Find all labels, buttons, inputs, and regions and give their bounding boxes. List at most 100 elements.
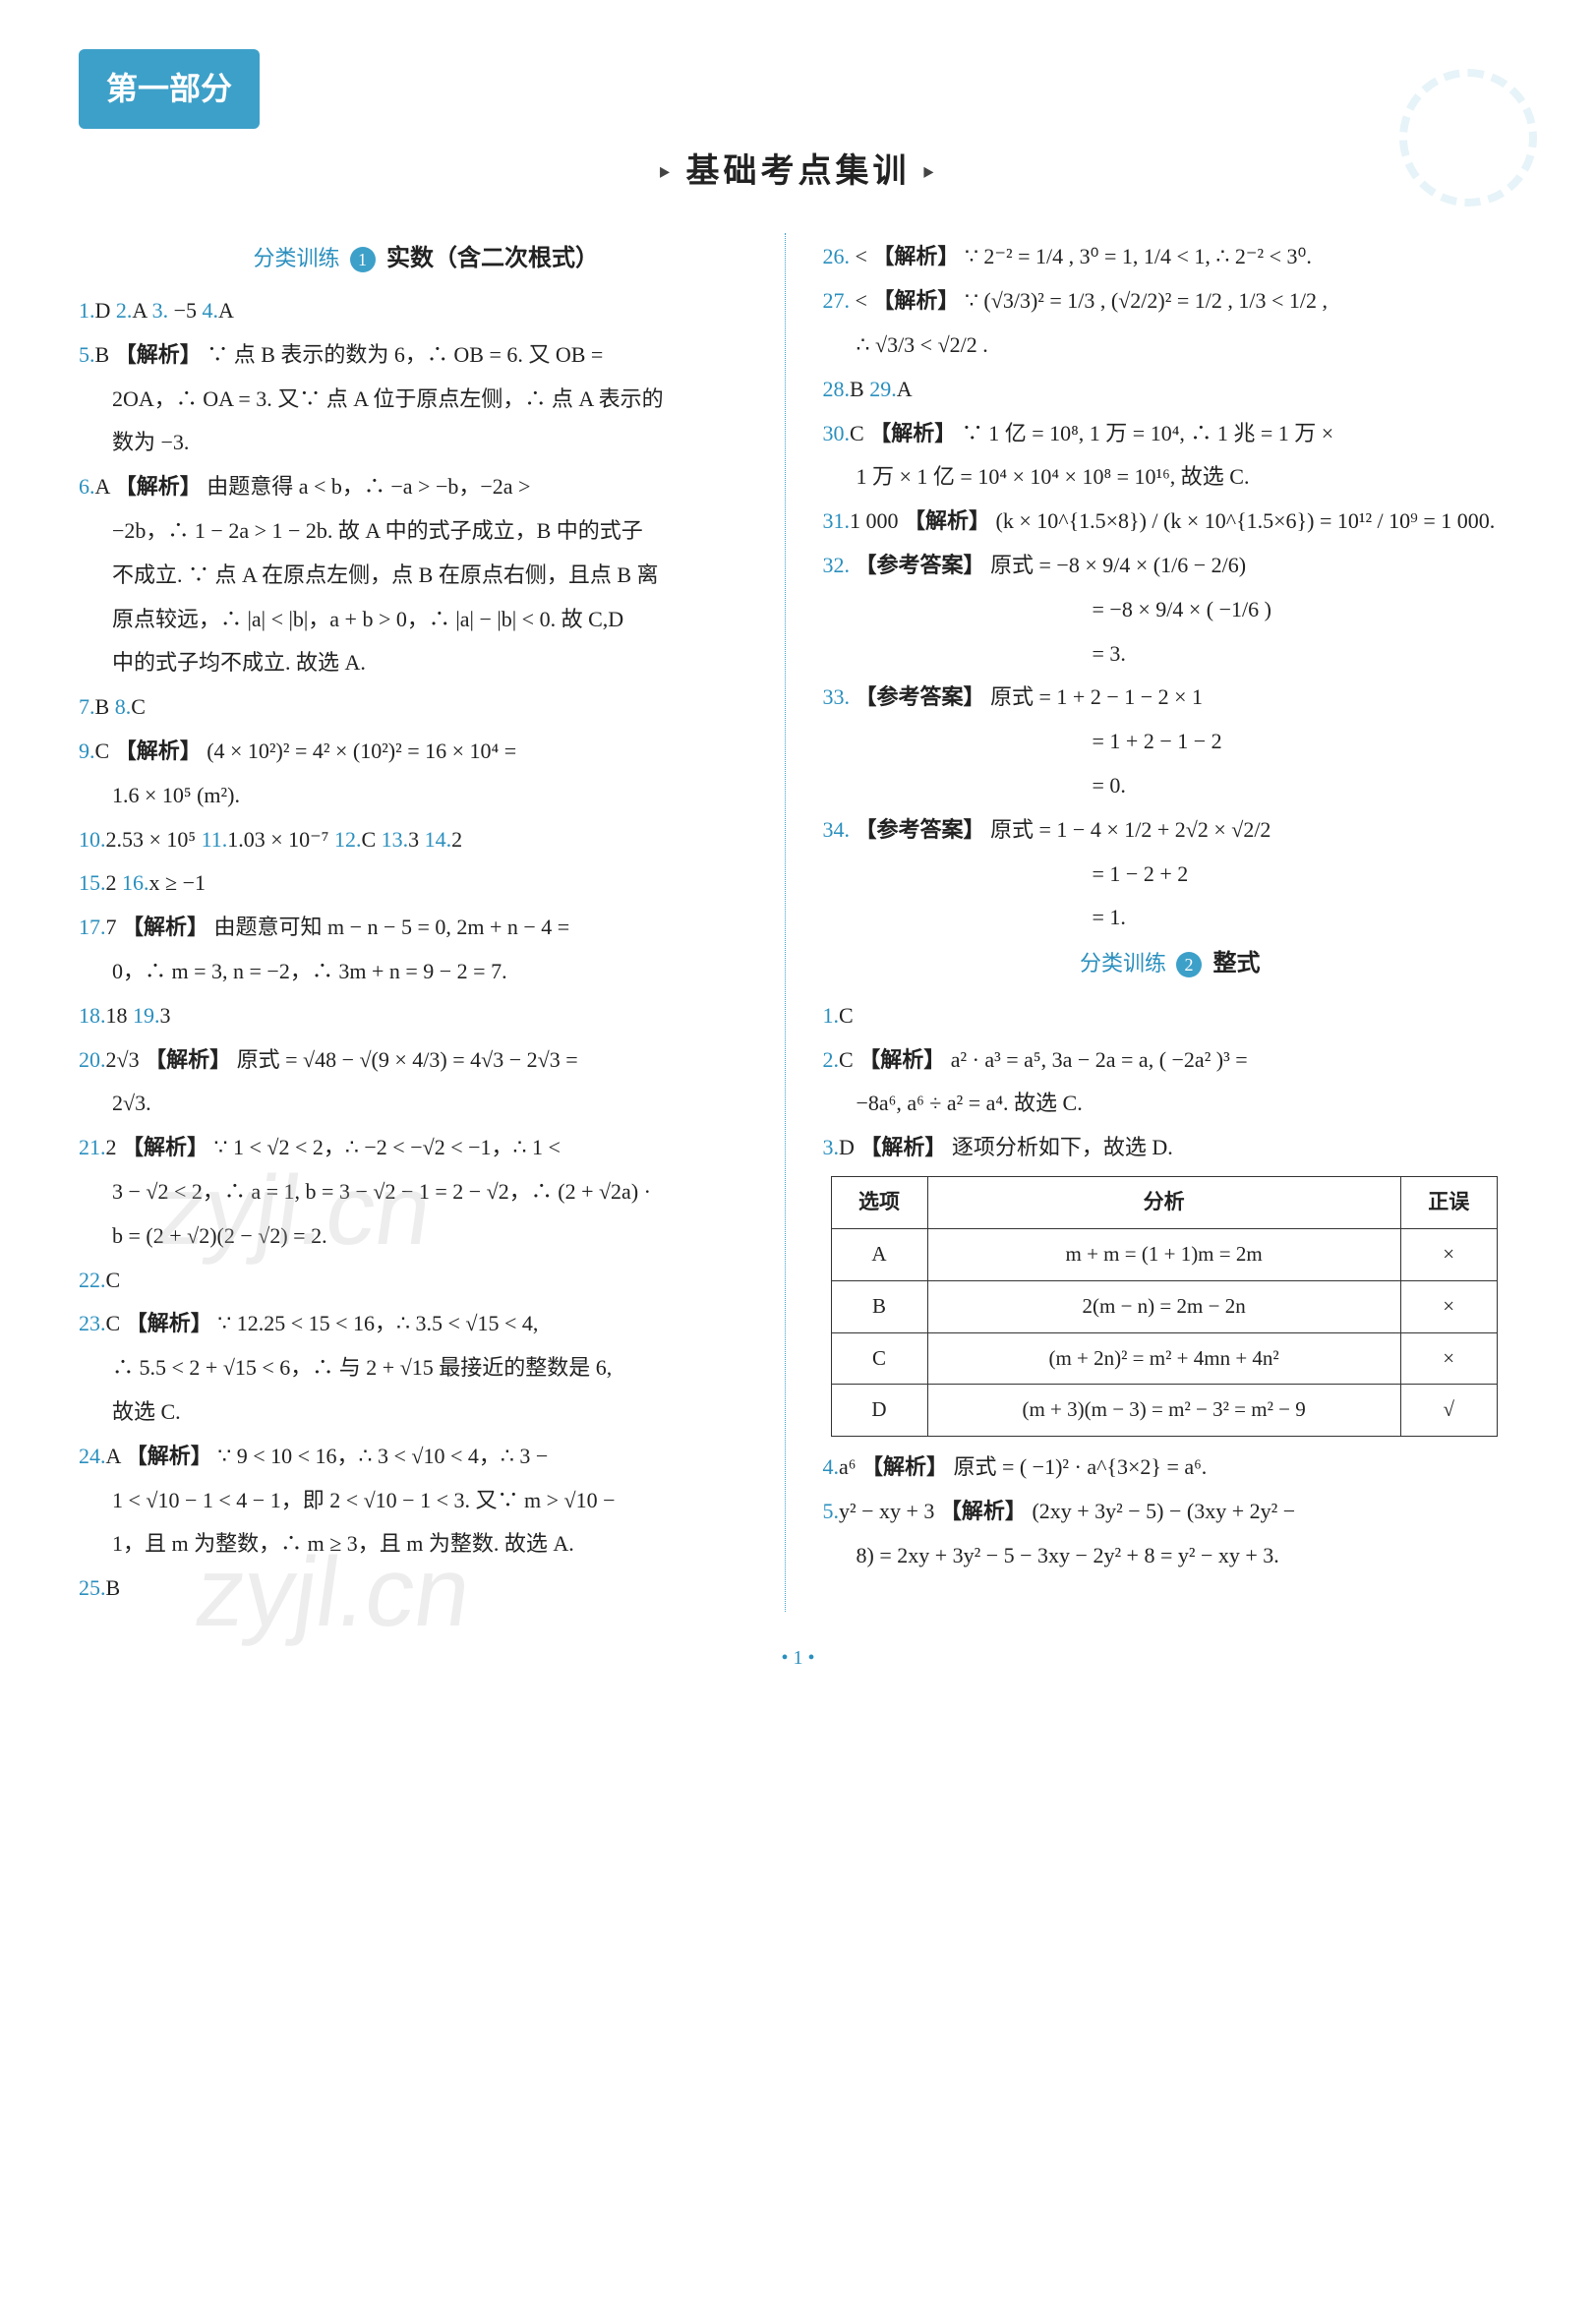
body: = 3. — [1093, 633, 1518, 675]
ans: 2.53 × 10⁵ — [106, 827, 202, 852]
ans: 1.03 × 10⁻⁷ — [227, 827, 334, 852]
qnum: 16. — [122, 870, 149, 895]
s2-q1: 1.C — [823, 995, 1518, 1036]
qnum: 26. — [823, 244, 851, 268]
body: 原式 = 1 + 2 − 1 − 2 × 1 — [990, 684, 1203, 709]
qnum: 22. — [79, 1268, 106, 1292]
analysis-tag: 【解析】 — [122, 915, 208, 939]
cell: × — [1400, 1332, 1497, 1385]
body: ∵ (√3/3)² = 1/3 , (√2/2)² = 1/2 , 1/3 < … — [965, 288, 1328, 313]
qnum: 28. — [823, 377, 851, 401]
qnum: 5. — [79, 342, 95, 367]
body: ∵ 12.25 < 15 < 16，∴ 3.5 < √15 < 4, — [217, 1311, 538, 1335]
analysis-tag: 【解析】 — [115, 342, 202, 367]
qnum: 5. — [823, 1499, 840, 1523]
ans: B — [106, 1575, 121, 1600]
body: 1 万 × 1 亿 = 10⁴ × 10⁴ × 10⁸ = 10¹⁶, 故选 C… — [857, 456, 1518, 498]
qnum: 14. — [425, 827, 452, 852]
body: 3 − √2 < 2，∴ a = 1, b = 3 − √2 − 1 = 2 −… — [112, 1171, 774, 1212]
body: = 1. — [1093, 897, 1518, 938]
qnum: 15. — [79, 870, 106, 895]
body: 2√3. — [112, 1083, 774, 1124]
body: ∵ 1 亿 = 10⁸, 1 万 = 10⁴, ∴ 1 兆 = 1 万 × — [962, 421, 1333, 445]
cat-badge: 2 — [1176, 952, 1202, 977]
analysis-tag: 【解析】 — [122, 1135, 208, 1159]
body: = 1 − 2 + 2 — [1093, 854, 1518, 895]
q30: 30.C 【解析】 ∵ 1 亿 = 10⁸, 1 万 = 10⁴, ∴ 1 兆 … — [823, 413, 1518, 454]
page-title: 基础考点集训 — [79, 141, 1517, 205]
qnum: 21. — [79, 1135, 106, 1159]
ans: C — [106, 1268, 121, 1292]
body: 原式 = 1 − 4 × 1/2 + 2√2 × √2/2 — [990, 817, 1271, 842]
body: (2xy + 3y² − 5) − (3xy + 2y² − — [1032, 1499, 1295, 1523]
ans: 7 — [106, 915, 117, 939]
s2-q3: 3.D 【解析】 逐项分析如下，故选 D. — [823, 1127, 1518, 1168]
page-number-value: 1 — [794, 1647, 803, 1669]
body: (k × 10^{1.5×8}) / (k × 10^{1.5×6}) = 10… — [996, 508, 1496, 533]
cat-title: 实数（含二次根式） — [386, 246, 599, 271]
ans: A — [106, 1444, 121, 1468]
qnum: 2. — [823, 1047, 840, 1072]
body: 8) = 2xy + 3y² − 5 − 3xy − 2y² + 8 = y² … — [857, 1535, 1518, 1576]
analysis-tag: 【解析】 — [126, 1311, 212, 1335]
column-separator — [785, 233, 786, 1612]
ans: 2 — [106, 870, 123, 895]
body: 2OA，∴ OA = 3. 又∵ 点 A 位于原点左侧，∴ 点 A 表示的 — [112, 379, 774, 420]
ans: < — [856, 244, 867, 268]
answer-line: 18.18 19.3 — [79, 995, 774, 1036]
ans: C — [361, 827, 381, 852]
analysis-tag: 【解析】 — [940, 1499, 1027, 1523]
qnum: 3. — [823, 1135, 840, 1159]
q34: 34. 【参考答案】 原式 = 1 − 4 × 1/2 + 2√2 × √2/2 — [823, 809, 1518, 851]
qnum: 6. — [79, 474, 95, 499]
ans: A — [95, 474, 110, 499]
ans: 1 000 — [850, 508, 899, 533]
cell: D — [831, 1385, 927, 1437]
cat-badge: 1 — [350, 247, 376, 272]
q27: 27. < 【解析】 ∵ (√3/3)² = 1/3 , (√2/2)² = 1… — [823, 280, 1518, 322]
qnum: 4. — [203, 298, 219, 323]
analysis-tag: 【解析】 — [145, 1047, 231, 1072]
body: ∵ 9 < 10 < 16，∴ 3 < √10 < 4，∴ 3 − — [217, 1444, 548, 1468]
section-banner: 第一部分 — [79, 49, 260, 129]
ans: 2 — [451, 827, 462, 852]
s2-q4: 4.a⁶ 【解析】 原式 = ( −1)² · a^{3×2} = a⁶. — [823, 1447, 1518, 1488]
ans: C — [839, 1047, 854, 1072]
q9: 9.C 【解析】 (4 × 10²)² = 4² × (10²)² = 16 ×… — [79, 731, 774, 772]
table-header-row: 选项 分析 正误 — [831, 1176, 1497, 1228]
qnum: 29. — [869, 377, 897, 401]
body: a² · a³ = a⁵, 3a − 2a = a, ( −2a² )³ = — [951, 1047, 1248, 1072]
q33: 33. 【参考答案】 原式 = 1 + 2 − 1 − 2 × 1 — [823, 677, 1518, 718]
table-row: D (m + 3)(m − 3) = m² − 3² = m² − 9 √ — [831, 1385, 1497, 1437]
qnum: 11. — [202, 827, 228, 852]
body: 原点较远，∴ |a| < |b|，a + b > 0，∴ |a| − |b| <… — [112, 599, 774, 640]
ans: 2√3 — [106, 1047, 140, 1072]
analysis-table: 选项 分析 正误 A m + m = (1 + 1)m = 2m × B 2(m… — [831, 1176, 1498, 1437]
col-option: 选项 — [831, 1176, 927, 1228]
analysis-tag: 【解析】 — [115, 474, 202, 499]
body: −8a⁶, a⁶ ÷ a² = a⁴. 故选 C. — [857, 1083, 1518, 1124]
body: 1 < √10 − 1 < 4 − 1，即 2 < √10 − 1 < 3. 又… — [112, 1480, 774, 1521]
cat-prefix: 分类训练 — [1080, 951, 1166, 975]
q32: 32. 【参考答案】 原式 = −8 × 9/4 × (1/6 − 2/6) — [823, 545, 1518, 586]
q24: 24.A 【解析】 ∵ 9 < 10 < 16，∴ 3 < √10 < 4，∴ … — [79, 1436, 774, 1477]
body: 中的式子均不成立. 故选 A. — [112, 642, 774, 683]
ans: x ≥ −1 — [149, 870, 206, 895]
qnum: 13. — [382, 827, 409, 852]
analysis-tag: 【解析】 — [869, 421, 956, 445]
q23: 23.C 【解析】 ∵ 12.25 < 15 < 16，∴ 3.5 < √15 … — [79, 1303, 774, 1344]
qnum: 31. — [823, 508, 851, 533]
cell: (m + 2n)² = m² + 4mn + 4n² — [927, 1332, 1400, 1385]
ans: −5 — [168, 298, 202, 323]
ans: C — [850, 421, 864, 445]
table-row: B 2(m − n) = 2m − 2n × — [831, 1280, 1497, 1332]
body: (4 × 10²)² = 4² × (10²)² = 16 × 10⁴ = — [207, 739, 516, 763]
body: ∵ 点 B 表示的数为 6，∴ OB = 6. 又 OB = — [207, 342, 603, 367]
qnum: 27. — [823, 288, 851, 313]
ref-answer-tag: 【参考答案】 — [856, 553, 985, 577]
cat-title: 整式 — [1213, 951, 1261, 976]
analysis-tag: 【解析】 — [872, 288, 959, 313]
ans: a⁶ — [839, 1454, 856, 1479]
qnum: 18. — [79, 1003, 106, 1028]
ans: 18 — [106, 1003, 134, 1028]
